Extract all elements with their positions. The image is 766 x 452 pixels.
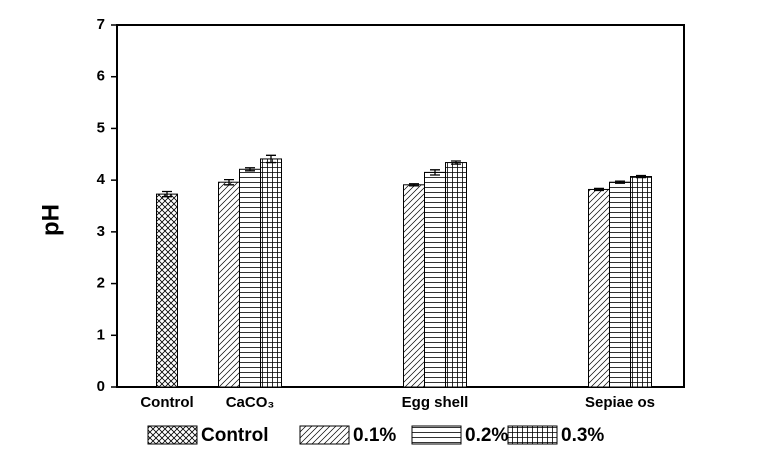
bar [445,162,467,388]
legend-swatch [147,425,198,445]
error-bar [636,174,646,179]
legend-label: 0.3% [561,425,604,446]
bar [218,181,240,388]
error-bar [266,154,276,164]
y-axis-label: pH [37,204,64,236]
y-tick-label: 4 [97,171,106,188]
bar [239,168,261,388]
error-bar [162,190,172,198]
x-tick-label: Egg shell [402,394,469,411]
bar [156,193,178,388]
plot-frame [116,24,685,388]
bar [588,188,610,388]
legend-label: Control [201,425,269,446]
y-tick-label: 0 [97,378,105,395]
error-bar [409,183,419,187]
error-bar [594,187,604,192]
bar [403,184,425,388]
bar [609,181,631,388]
legend-swatch [411,425,462,445]
legend-swatch [507,425,558,445]
x-tick-label: Sepiae os [585,394,655,411]
error-bar [245,167,255,172]
y-tick-label: 5 [97,119,105,136]
x-tick-label: CaCO₃ [226,394,275,411]
legend-swatch [299,425,350,445]
bar [260,158,282,388]
bar [424,171,446,388]
error-bar [430,169,440,176]
error-bar [451,160,461,165]
y-tick-label: 7 [97,16,105,33]
y-tick-label: 3 [97,223,105,240]
y-tick-label: 2 [97,275,105,292]
bar [630,176,652,388]
legend-label: 0.1% [353,425,396,446]
x-tick-label: Control [140,394,193,411]
legend-label: 0.2% [465,425,508,446]
error-bar [615,180,625,184]
y-tick-label: 1 [97,326,105,343]
error-bar [224,178,234,186]
y-tick-label: 6 [97,68,105,85]
